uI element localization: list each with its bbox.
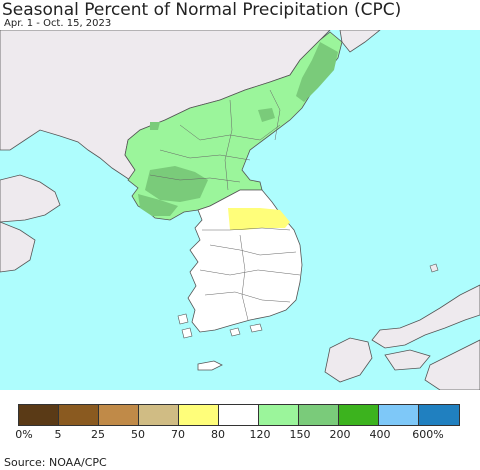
nk-north-wet (150, 122, 160, 130)
legend-label-2: 25 (91, 428, 105, 441)
sw-islands (177, 313, 263, 339)
legend-swatch-9 (379, 405, 419, 425)
sk-dry-band (228, 208, 290, 230)
russia-northeast (339, 30, 381, 53)
legend-label-9: 400 (369, 428, 391, 441)
legend-swatch-3 (139, 405, 179, 425)
legend-label-6: 120 (249, 428, 271, 441)
shandong-peninsula (0, 174, 61, 223)
date-range: Apr. 1 - Oct. 15, 2023 (4, 18, 112, 29)
legend-swatch-8 (339, 405, 379, 425)
map-title: Seasonal Percent of Normal Precipitation… (2, 0, 402, 20)
jeju-island (197, 360, 223, 371)
legend-label-1: 5 (54, 428, 62, 441)
legend-swatch-7 (299, 405, 339, 425)
ulleungdo (429, 263, 439, 273)
japan-kyushu (324, 337, 373, 383)
nk-northeast-wet (296, 42, 338, 102)
legend-label-0: 0% (15, 428, 33, 441)
western-land (0, 221, 36, 273)
legend-label-3: 50 (131, 428, 145, 441)
japan-shikoku (384, 349, 431, 371)
legend-swatch-4 (179, 405, 219, 425)
legend-swatch-0 (19, 405, 59, 425)
legend-swatch-5 (219, 405, 259, 425)
legend-colorbar (18, 404, 460, 426)
legend-swatch-2 (99, 405, 139, 425)
legend-label-8: 200 (329, 428, 351, 441)
province-borders (199, 227, 301, 321)
japan-south (424, 339, 480, 390)
nk-inner-wet (258, 108, 275, 122)
source-credit: Source: NOAA/CPC (4, 456, 107, 469)
nk-province-borders (149, 89, 281, 191)
nk-west-wet (145, 166, 208, 202)
japan-honshu (371, 284, 480, 349)
legend-swatch-6 (259, 405, 299, 425)
legend-label-5: 80 (211, 428, 225, 441)
precipitation-map (0, 30, 480, 390)
legend-swatch-1 (59, 405, 99, 425)
legend-label-4: 70 (171, 428, 185, 441)
legend-label-10: 600% (412, 428, 444, 441)
legend-swatch-10 (419, 405, 459, 425)
legend-label-7: 150 (289, 428, 311, 441)
legend-labels: 0% 5 25 50 70 80 120 150 200 400 600% (0, 428, 480, 442)
nk-southwest-wet (138, 194, 178, 216)
